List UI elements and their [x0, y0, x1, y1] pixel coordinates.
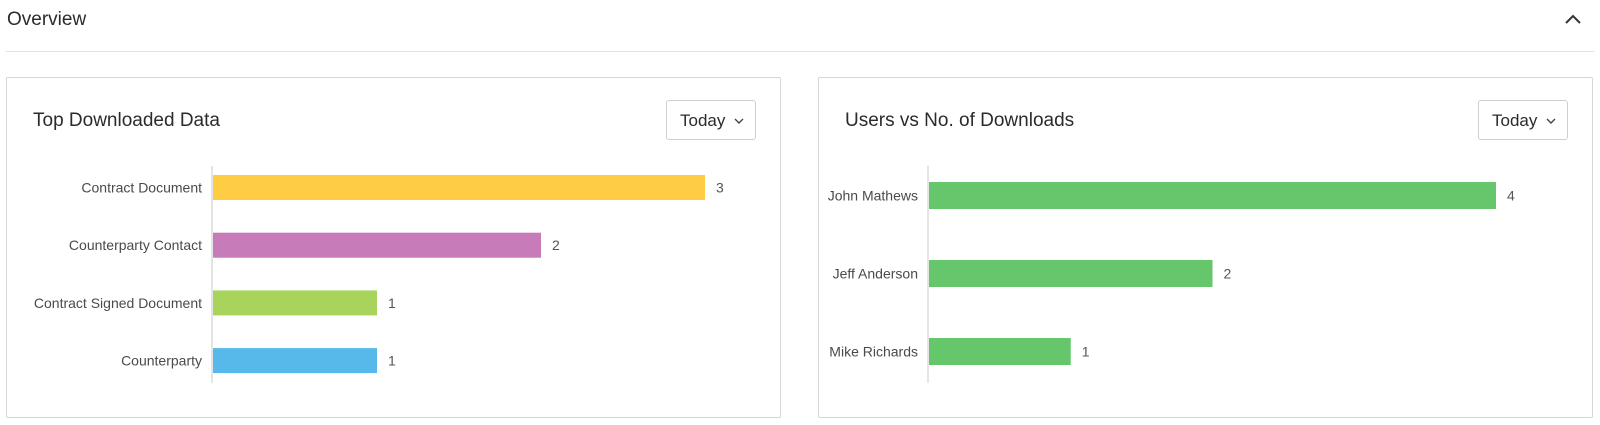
bar[interactable]: [213, 175, 705, 200]
category-label: Jeff Anderson: [833, 266, 918, 282]
value-label: 3: [716, 180, 724, 196]
chevron-up-icon: [1565, 14, 1581, 24]
value-label: 4: [1507, 188, 1515, 204]
category-label: Contract Signed Document: [34, 295, 202, 311]
category-label: Counterparty Contact: [69, 237, 202, 253]
top-downloaded-data-card: Top Downloaded Data Today Contract Docum…: [6, 77, 781, 418]
bar[interactable]: [929, 260, 1213, 287]
card-title: Users vs No. of Downloads: [845, 110, 1075, 131]
card-title: Top Downloaded Data: [33, 110, 220, 131]
overview-section-header: Overview: [6, 0, 1594, 52]
period-dropdown[interactable]: Today: [666, 100, 756, 140]
collapse-button[interactable]: [1560, 6, 1586, 32]
category-label: Counterparty: [121, 353, 202, 369]
bar[interactable]: [213, 290, 377, 316]
section-title: Overview: [7, 9, 87, 30]
value-label: 1: [388, 353, 396, 369]
chevron-down-icon: [734, 118, 744, 124]
bar[interactable]: [929, 338, 1071, 365]
users-vs-downloads-card: Users vs No. of Downloads Today John Mat…: [818, 77, 1593, 418]
value-label: 2: [552, 237, 560, 253]
category-label: John Mathews: [828, 188, 918, 204]
period-dropdown-value: Today: [1492, 111, 1538, 130]
category-label: Mike Richards: [829, 344, 918, 360]
bar[interactable]: [213, 232, 541, 258]
period-dropdown[interactable]: Today: [1478, 100, 1568, 140]
value-label: 2: [1224, 266, 1232, 282]
bar[interactable]: [213, 348, 377, 374]
value-label: 1: [1082, 344, 1090, 360]
value-label: 1: [388, 295, 396, 311]
top-downloaded-data-chart: Contract Document 3 Counterparty Contact 2 C…: [34, 166, 724, 383]
users-vs-downloads-chart: John Mathews 4 Jeff Anderson 2 Mike Richards…: [828, 166, 1515, 383]
bar[interactable]: [929, 182, 1496, 209]
chevron-down-icon: [1546, 118, 1556, 124]
category-label: Contract Document: [81, 180, 202, 196]
period-dropdown-value: Today: [680, 111, 726, 130]
